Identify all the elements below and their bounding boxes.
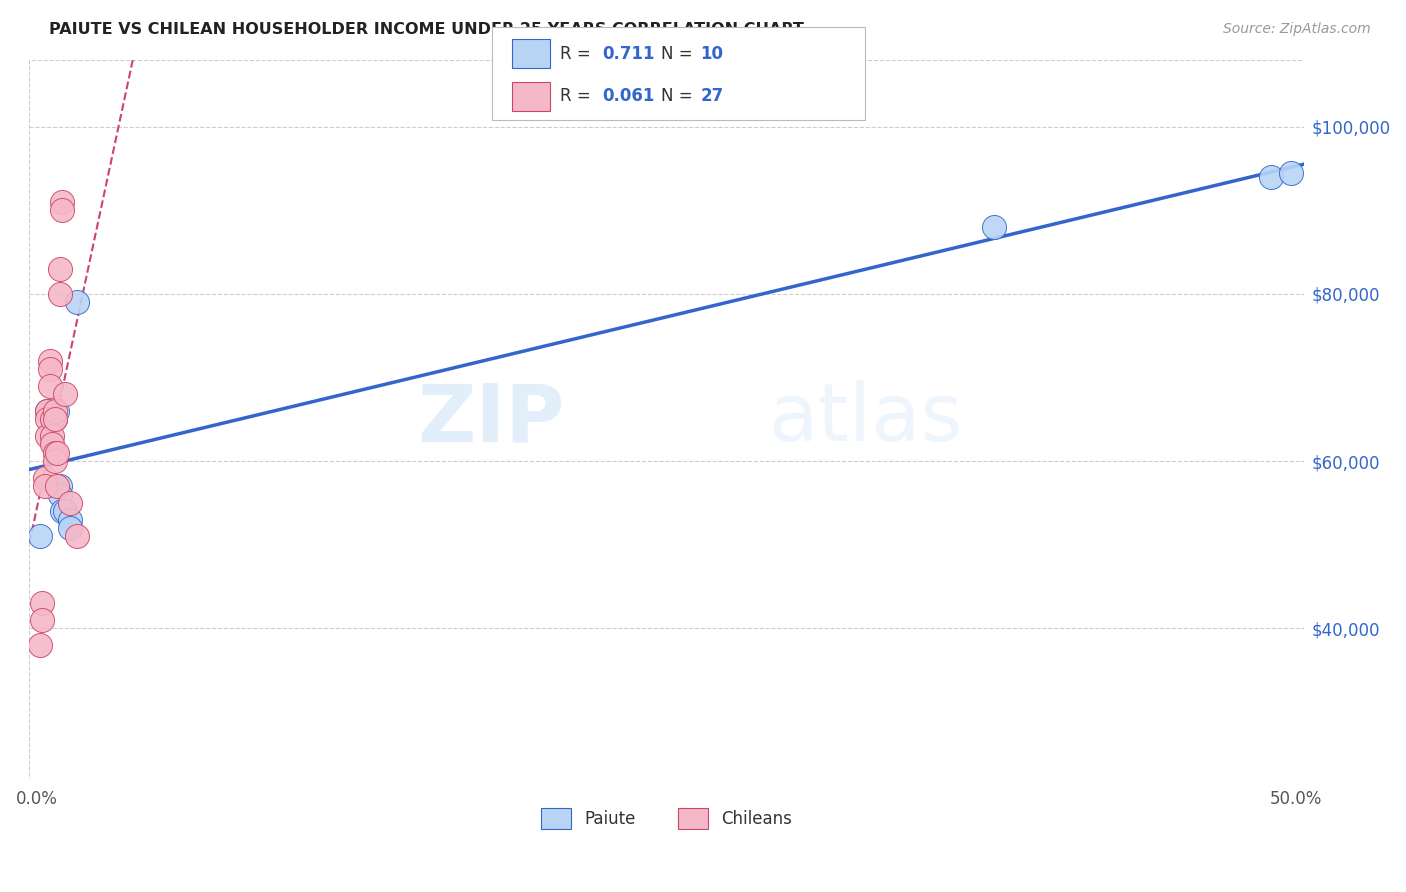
Point: [59, 496, 82, 510]
Point: [66, 295, 89, 310]
Point: [41, 429, 63, 443]
Point: [31, 596, 53, 610]
Point: [44, 446, 66, 460]
Point: [34, 471, 56, 485]
Point: [44, 412, 66, 426]
Point: [37, 404, 59, 418]
Point: [28, 529, 51, 543]
Text: Source: ZipAtlas.com: Source: ZipAtlas.com: [1223, 22, 1371, 37]
Point: [66, 529, 89, 543]
Text: ZIP: ZIP: [418, 380, 565, 458]
Point: [59, 513, 82, 527]
Text: N =: N =: [661, 87, 697, 105]
Point: [48, 261, 70, 276]
Point: [44, 404, 66, 418]
Point: [1260, 169, 1282, 184]
Point: [44, 454, 66, 468]
Point: [38, 362, 60, 376]
Text: 10: 10: [700, 45, 723, 62]
Point: [53, 504, 76, 518]
Point: [28, 638, 51, 652]
Point: [46, 404, 69, 418]
Point: [59, 521, 82, 535]
Point: [37, 404, 59, 418]
Point: [1279, 165, 1302, 179]
Point: [51, 194, 73, 209]
Text: 0.711: 0.711: [602, 45, 654, 62]
Point: [46, 446, 69, 460]
Point: [53, 387, 76, 401]
Text: N =: N =: [661, 45, 697, 62]
Point: [34, 479, 56, 493]
Text: R =: R =: [560, 87, 596, 105]
Text: atlas: atlas: [769, 380, 963, 458]
Point: [51, 504, 73, 518]
Point: [41, 437, 63, 451]
Point: [48, 487, 70, 501]
Point: [48, 286, 70, 301]
Point: [41, 412, 63, 426]
Point: [46, 479, 69, 493]
Legend: Paiute, Chileans: Paiute, Chileans: [534, 802, 799, 835]
Point: [983, 219, 1005, 234]
Point: [37, 429, 59, 443]
Text: PAIUTE VS CHILEAN HOUSEHOLDER INCOME UNDER 25 YEARS CORRELATION CHART: PAIUTE VS CHILEAN HOUSEHOLDER INCOME UND…: [49, 22, 804, 37]
Point: [38, 353, 60, 368]
Text: 27: 27: [700, 87, 724, 105]
Point: [41, 412, 63, 426]
Point: [51, 203, 73, 218]
Point: [37, 412, 59, 426]
Point: [44, 412, 66, 426]
Point: [31, 613, 53, 627]
Point: [38, 379, 60, 393]
Text: 0.061: 0.061: [602, 87, 654, 105]
Text: R =: R =: [560, 45, 596, 62]
Point: [48, 479, 70, 493]
